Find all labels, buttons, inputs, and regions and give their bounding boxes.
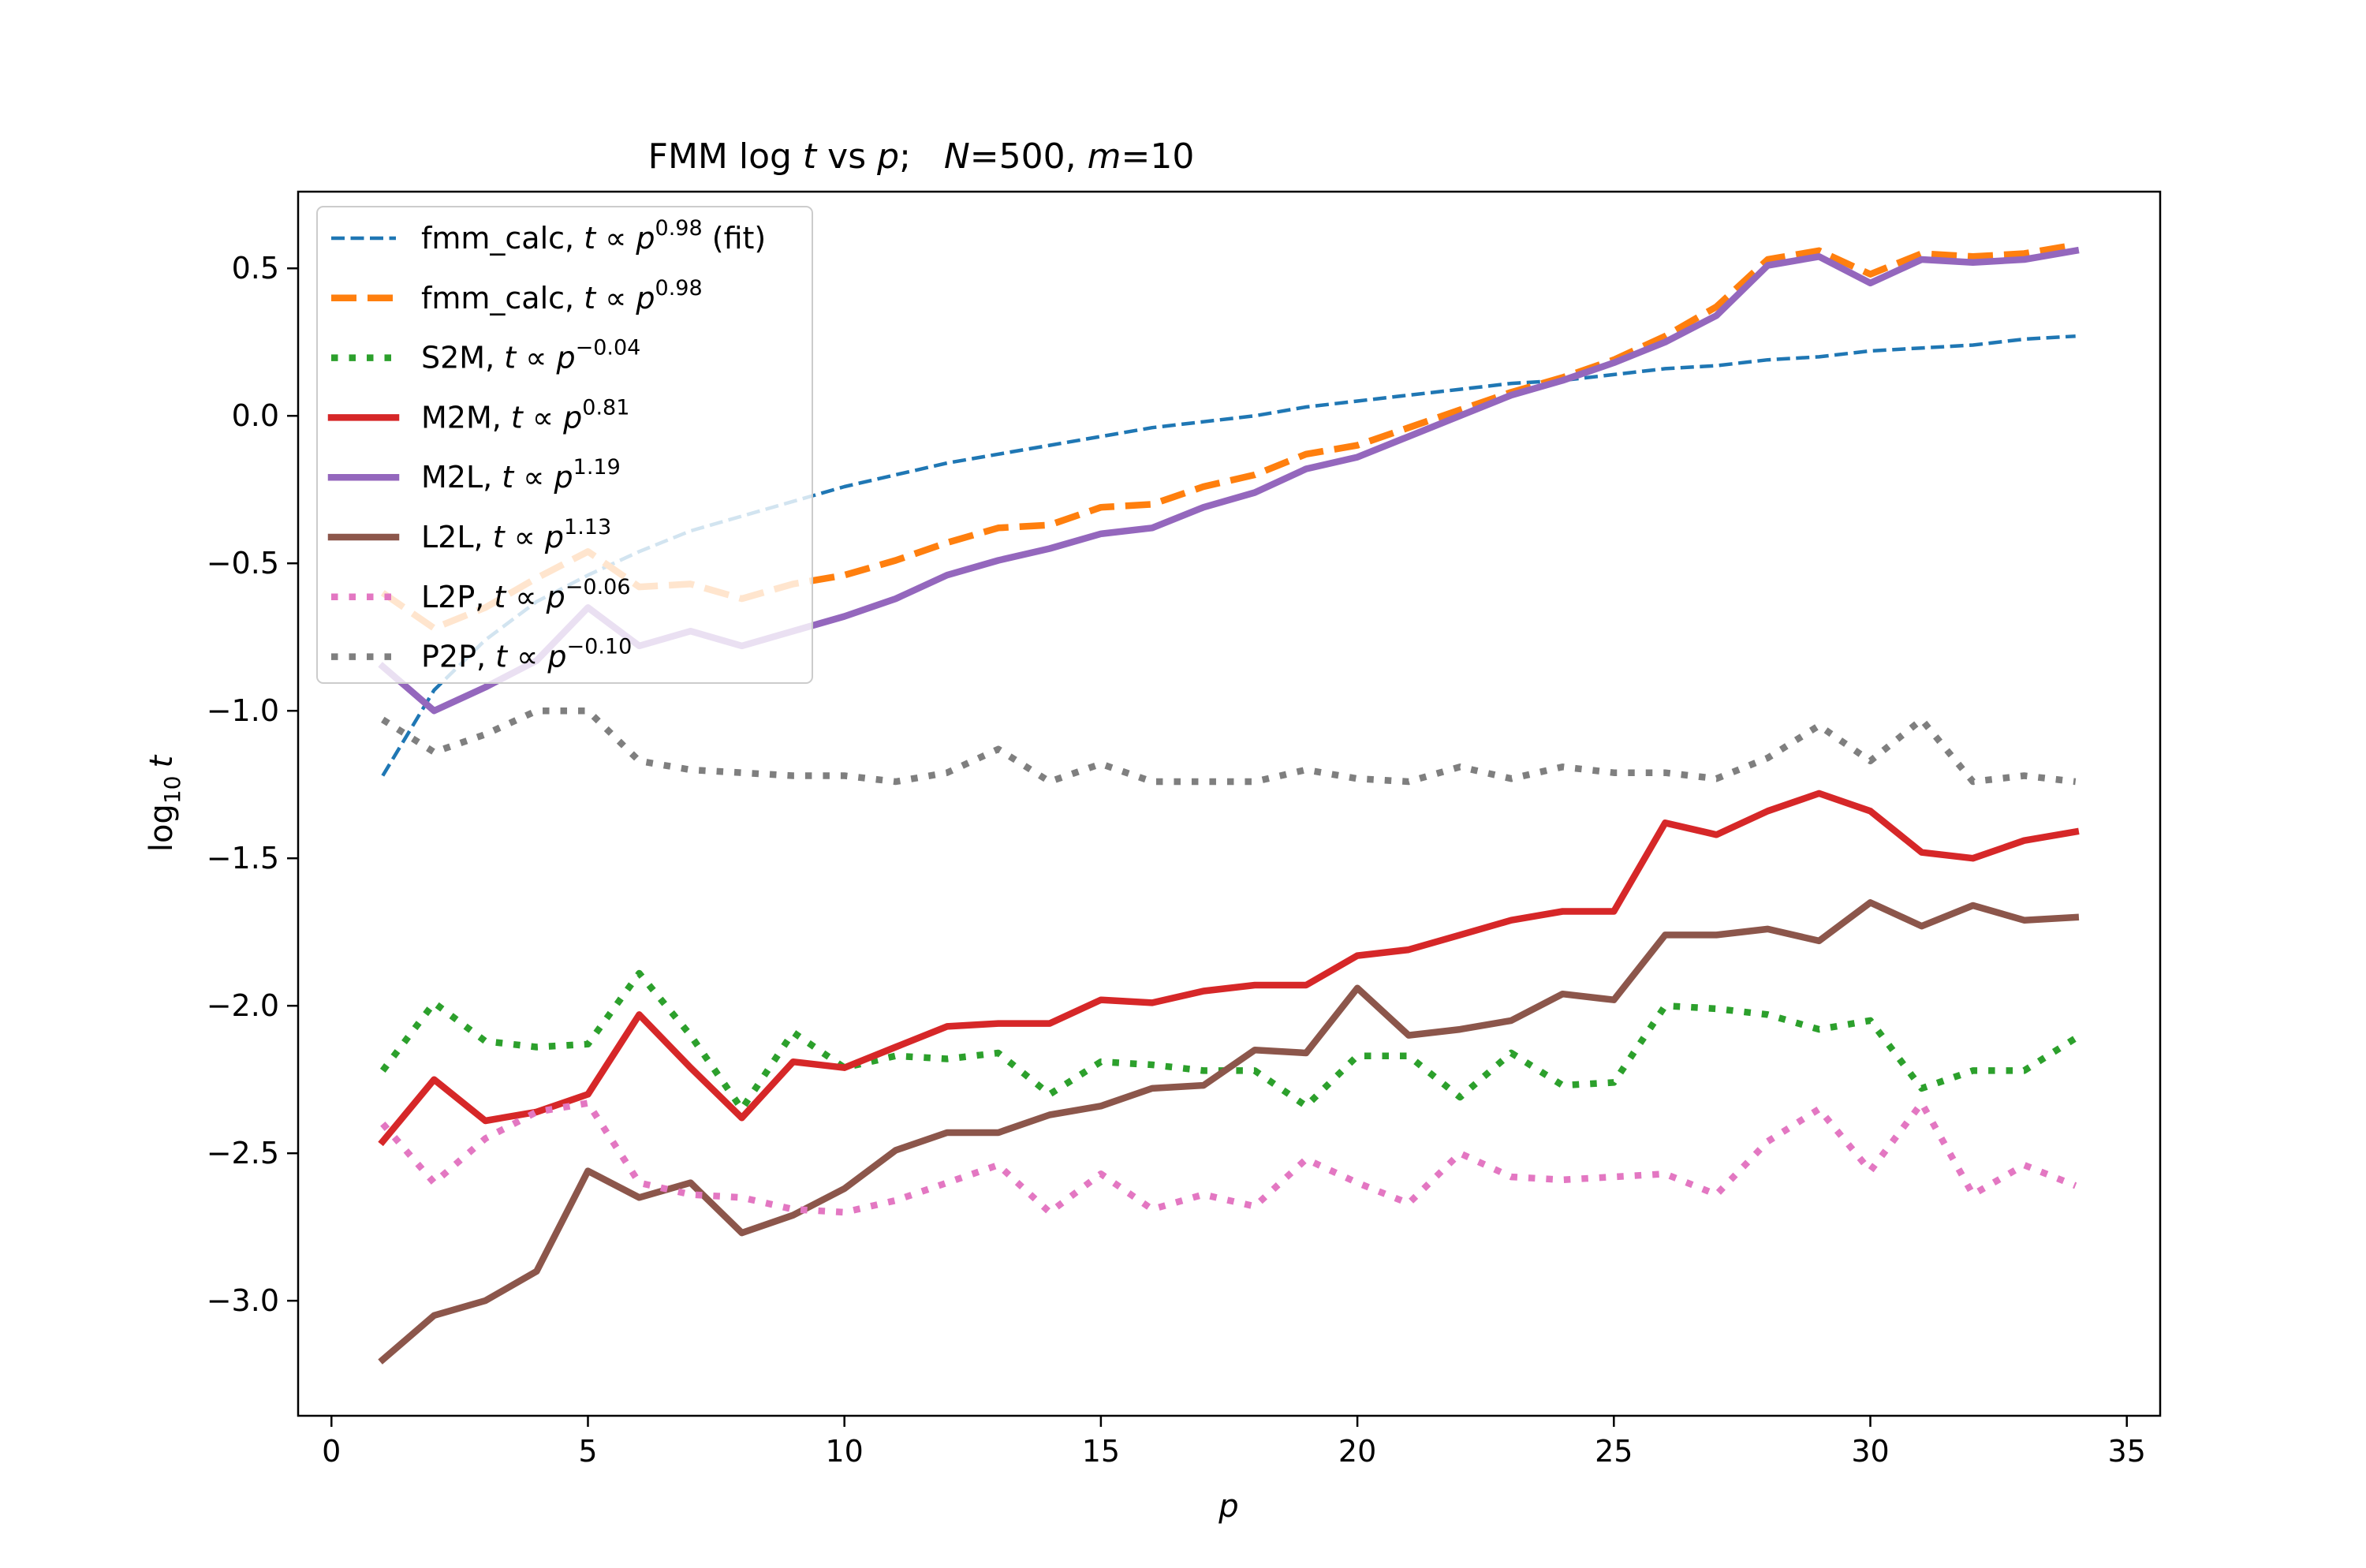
x-tick-label: 0 [322,1434,341,1469]
series-line-5-l2l [378,899,2080,1365]
svg-text:FMM log t vs p; N=500, m=10: FMM log t vs p; N=500, m=10 [648,136,1195,177]
y-tick-label: 0.0 [232,398,279,433]
x-tick-label: 20 [1338,1434,1376,1469]
y-tick-label: −1.5 [207,841,279,875]
legend: fmm_calc, t ∝ p0.98 (fit) fmm_calc, t ∝ p… [316,206,813,684]
series-line-3-m2m [378,790,2080,1147]
x-tick-label: 30 [1851,1434,1889,1469]
series-line-7-p2p [381,707,2077,786]
legend-label: M2M, t ∝ p0.81 [421,395,629,435]
y-tick-label: −2.5 [207,1136,279,1170]
legend-label: L2P, t ∝ p−0.06 [421,575,631,614]
x-tick-label: 15 [1082,1434,1120,1469]
series-line-6-l2p [380,1099,2077,1216]
y-tick-label: 0.5 [232,251,279,286]
y-tick-label: −1.0 [207,693,279,728]
x-tick-label: 35 [2108,1434,2146,1469]
x-tick-label: 10 [826,1434,864,1469]
legend-label: L2L, t ∝ p1.13 [421,515,611,554]
legend-label: M2L, t ∝ p1.19 [421,455,621,495]
y-tick-label: −2.0 [207,988,279,1023]
y-axis-label: log10t [144,755,185,853]
axis-ticks: 0 5 10 15 20 25 30 35 −3.0 −2.5 −2.0 −1.5 −1.0 −0.5 0.… [207,251,2146,1469]
y-tick-label: −3.0 [207,1283,279,1318]
y-tick-label: −0.5 [207,546,279,581]
x-axis-label: p [1218,1488,1238,1525]
legend-label: P2P, t ∝ p−0.10 [421,635,632,674]
svg-text:log10t: log10t [144,755,185,853]
x-tick-label: 25 [1595,1434,1633,1469]
legend-label: fmm_calc, t ∝ p0.98 [421,276,703,315]
legend-box [316,206,813,684]
legend-label: S2M, t ∝ p−0.04 [421,336,640,375]
legend-label: fmm_calc, t ∝ p0.98 (fit) [421,216,766,256]
series-line-2-s2m [379,969,2077,1113]
chart-title: FMM log t vs p; N=500, m=10 [648,136,1195,177]
plot-area-frame [297,190,2162,1417]
x-tick-label: 5 [578,1434,597,1469]
